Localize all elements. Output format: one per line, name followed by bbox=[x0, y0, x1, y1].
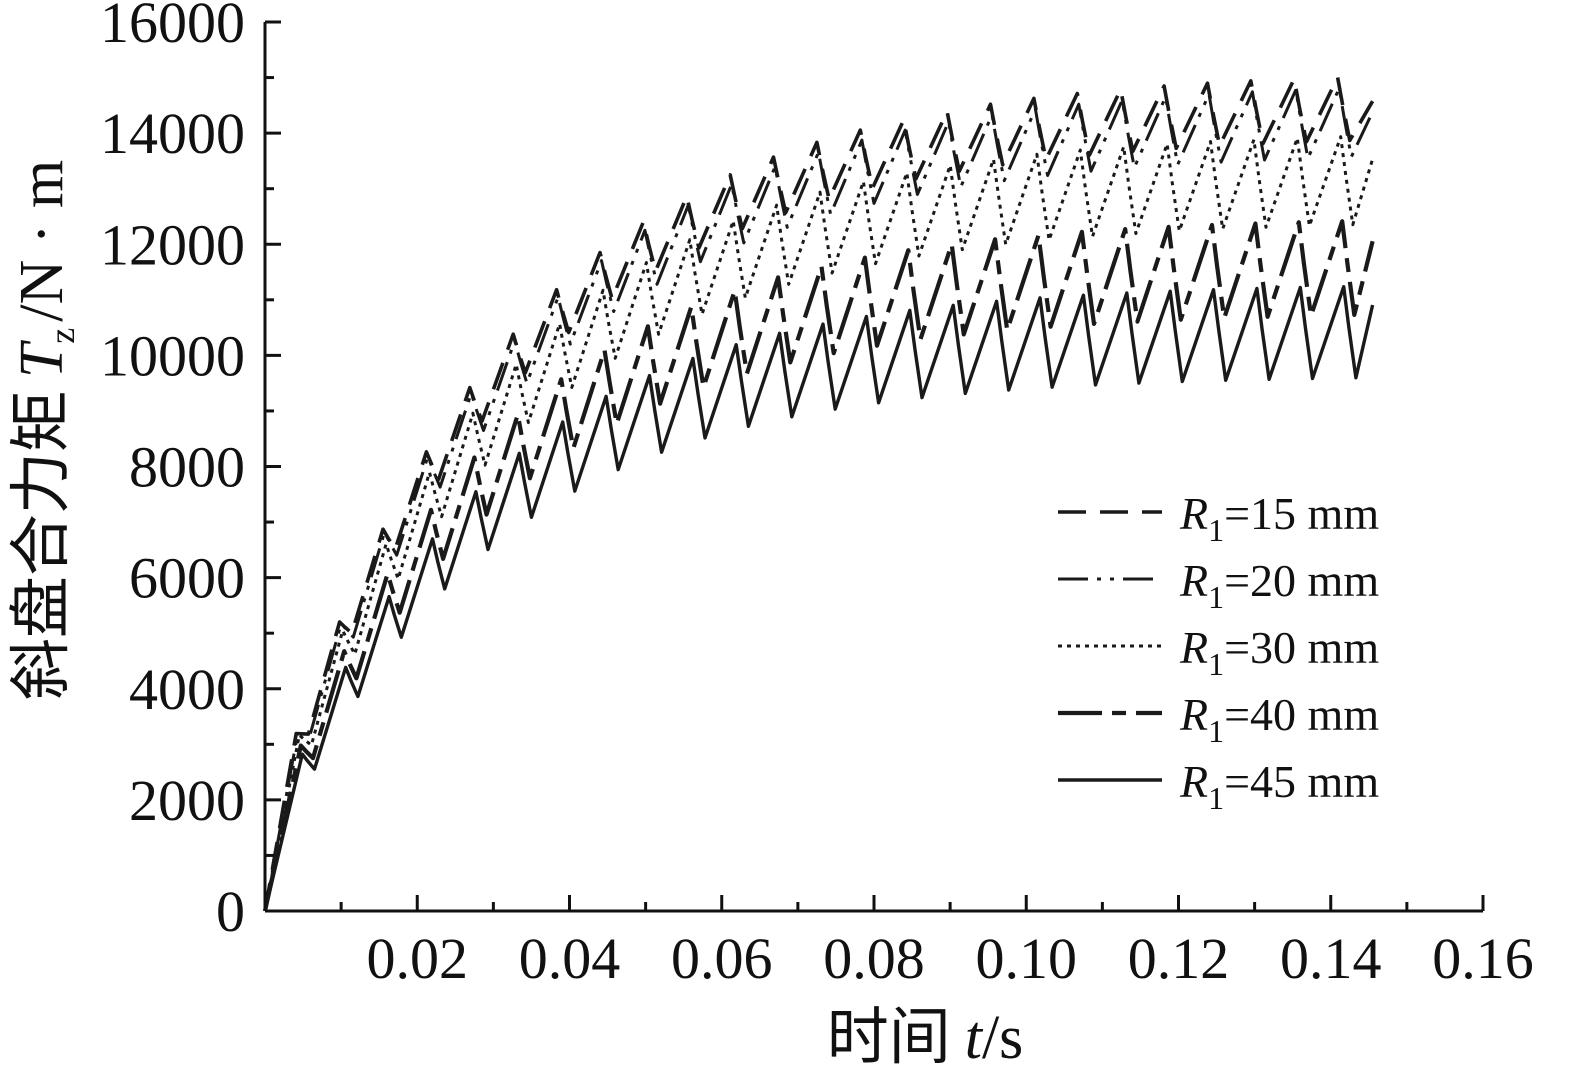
axes: 0.02 0.04 0.06 0.08 0.10 0.12 0.14 0.16 0 2000 40… bbox=[100, 0, 1534, 991]
legend-label: R1=15 mm bbox=[1179, 488, 1379, 548]
x-tick-label: 0.02 bbox=[367, 926, 469, 991]
x-tick-label: 0.14 bbox=[1280, 926, 1382, 991]
y-tick-label: 4000 bbox=[129, 657, 245, 722]
series-line-1 bbox=[263, 75, 1375, 912]
y-axis-title-var: T bbox=[8, 339, 76, 378]
y-axis-title: 斜盘合力矩 Tz/N · m bbox=[4, 160, 82, 700]
series-layer bbox=[262, 75, 1375, 912]
y-ticks: 0 2000 4000 6000 8000 10000 12000 14000 16000 bbox=[100, 0, 281, 944]
x-axis-title-var: t bbox=[965, 1004, 984, 1072]
x-ticks: 0.02 0.04 0.06 0.08 0.10 0.12 0.14 0.16 bbox=[339, 895, 1534, 991]
x-axis-title: 时间 t/s bbox=[827, 1000, 1024, 1073]
legend-label: R1=30 mm bbox=[1179, 622, 1379, 682]
x-axis-title-unit: /s bbox=[982, 1004, 1023, 1072]
series-line-2 bbox=[263, 86, 1374, 912]
series-line-3 bbox=[263, 135, 1375, 912]
y-tick-label: 14000 bbox=[100, 101, 245, 166]
y-tick-label: 0 bbox=[216, 879, 245, 944]
y-tick-label: 8000 bbox=[129, 435, 245, 500]
x-tick-label: 0.16 bbox=[1432, 926, 1534, 991]
x-tick-label: 0.08 bbox=[823, 926, 925, 991]
x-tick-label: 0.10 bbox=[976, 926, 1078, 991]
x-tick-label: 0.04 bbox=[519, 926, 621, 991]
series-line-5 bbox=[263, 285, 1375, 912]
x-axis-title-cn: 时间 bbox=[827, 1000, 951, 1073]
y-tick-label: 16000 bbox=[100, 0, 245, 55]
y-tick-label: 2000 bbox=[129, 768, 245, 833]
y-tick-label: 12000 bbox=[100, 212, 245, 277]
series-line-4 bbox=[262, 219, 1375, 912]
x-tick-label: 0.12 bbox=[1128, 926, 1230, 991]
legend-label: R1=45 mm bbox=[1179, 756, 1379, 816]
y-axis-title-sub: z bbox=[42, 328, 82, 344]
x-tick-label: 0.06 bbox=[671, 926, 773, 991]
y-tick-label: 6000 bbox=[129, 546, 245, 611]
y-axis-title-unit: /N · m bbox=[8, 160, 76, 322]
legend-label: R1=20 mm bbox=[1179, 555, 1379, 615]
y-axis-title-cn: 斜盘合力矩 bbox=[4, 390, 77, 700]
y-tick-label: 10000 bbox=[100, 323, 245, 388]
legend: R1=15 mm R1=20 mm R1=30 mm R1=40 mm R1=45 mm bbox=[1058, 488, 1379, 816]
legend-label: R1=40 mm bbox=[1179, 689, 1379, 749]
